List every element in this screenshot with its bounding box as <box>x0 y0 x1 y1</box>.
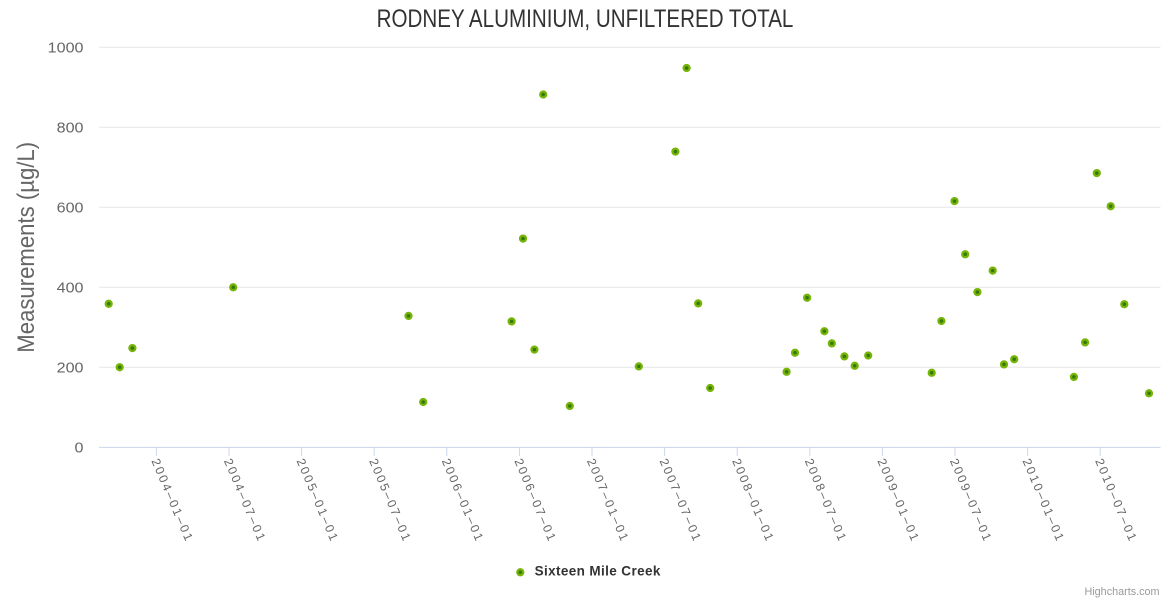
svg-text:800: 800 <box>57 120 84 136</box>
svg-text:Measurements (µg/L): Measurements (µg/L) <box>12 142 39 353</box>
svg-text:Highcharts.com: Highcharts.com <box>1084 586 1159 598</box>
svg-text:200: 200 <box>57 360 84 376</box>
svg-text:400: 400 <box>57 280 84 296</box>
svg-text:1000: 1000 <box>48 40 84 56</box>
svg-text:600: 600 <box>57 200 84 216</box>
svg-text:Sixteen Mile Creek: Sixteen Mile Creek <box>535 564 661 579</box>
svg-text:RODNEY ALUMINIUM, UNFILTERED T: RODNEY ALUMINIUM, UNFILTERED TOTAL <box>377 4 794 32</box>
svg-text:0: 0 <box>75 440 84 456</box>
